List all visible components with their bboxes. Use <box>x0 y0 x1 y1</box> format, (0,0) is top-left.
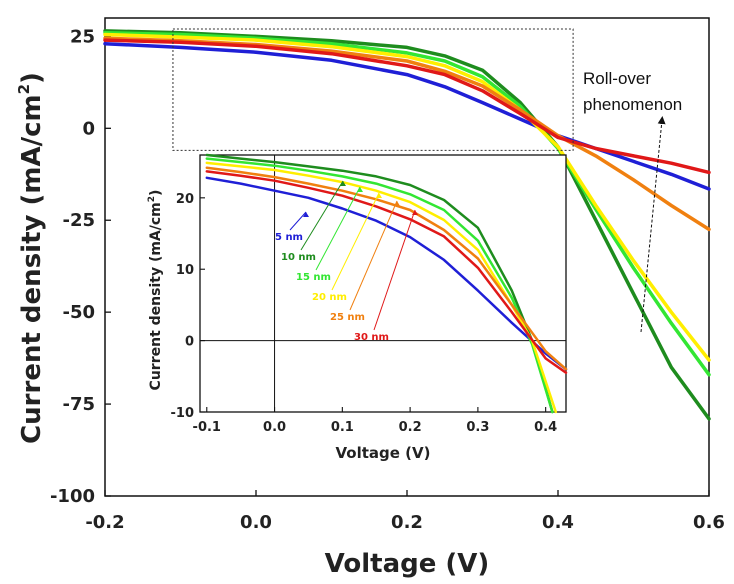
inset-series-line-5nm <box>205 176 568 371</box>
rollover-annotation-line2: phenomenon <box>583 95 682 114</box>
main-x-tick-label-2: 0.2 <box>391 512 423 533</box>
inset-label-pointer-20nm <box>331 192 380 291</box>
main-x-tick-label-4: 0.6 <box>693 512 725 533</box>
inset-x-tick-label-4: 0.3 <box>466 420 489 435</box>
inset-label-arrowhead-20nm <box>376 193 382 198</box>
inset-y-tick-label-1: 10 <box>176 263 194 278</box>
inset-series-line-25nm <box>205 166 568 371</box>
main-y-axis-title: Current density (mA/cm2) <box>15 72 47 444</box>
main-y-tick-label-1: 0 <box>82 118 95 139</box>
inset-series-label-5nm: 5 nm <box>275 232 303 243</box>
inset-series-label-25nm: 25 nm <box>330 312 365 323</box>
main-series-line-5nm <box>103 41 711 191</box>
inset-series-line-15nm <box>205 157 554 414</box>
rollover-annotation-line1: Roll-over <box>583 69 651 88</box>
main-x-tick-label-0: -0.2 <box>85 512 124 533</box>
inset-label-pointer-25nm <box>349 200 398 311</box>
inset-series-label-15nm: 15 nm <box>296 272 331 283</box>
main-y-tick-label-4: -75 <box>62 394 95 415</box>
inset-x-axis-title: Voltage (V) <box>336 444 431 462</box>
inset-y-tick-label-0: 20 <box>176 192 194 207</box>
inset-x-tick-label-0: -0.1 <box>193 420 221 435</box>
inset-label-arrowhead-15nm <box>357 187 363 192</box>
inset-label-arrowhead-10nm <box>340 181 346 186</box>
main-y-tick-label-5: -100 <box>50 486 95 507</box>
main-series-line-30nm <box>103 38 711 175</box>
inset-y-axis-title: Current density (mA/cm2) <box>147 190 164 391</box>
inset-label-pointer-30nm <box>373 209 416 331</box>
inset-y-tick-label-3: -10 <box>171 406 195 421</box>
inset-label-pointer-5nm <box>289 211 307 231</box>
inset-x-tick-label-3: 0.2 <box>399 420 422 435</box>
inset-series-label-20nm: 20 nm <box>312 292 347 303</box>
zoom-region-box <box>172 28 574 151</box>
main-y-axis-title-close: ) <box>17 72 47 84</box>
main-series-line-15nm <box>103 30 711 377</box>
main-y-axis-title-text: Current density (mA/cm <box>17 94 47 444</box>
inset-label-arrowhead-30nm <box>412 210 418 215</box>
inset-x-tick-label-5: 0.4 <box>534 420 557 435</box>
main-series-line-25nm <box>103 36 711 232</box>
main-x-axis-title: Voltage (V) <box>325 549 490 579</box>
main-series-line-10nm <box>103 29 711 421</box>
main-y-tick-label-3: -50 <box>62 302 95 323</box>
inset-y-axis-title-close: ) <box>148 190 164 196</box>
inset-label-pointer-10nm <box>300 180 344 251</box>
main-x-tick-label-1: 0.0 <box>240 512 272 533</box>
main-y-axis-title-sup: 2 <box>15 84 33 94</box>
inset-label-pointer-15nm <box>315 186 361 271</box>
inset-y-tick-label-2: 0 <box>185 335 194 350</box>
main-x-tick-label-3: 0.4 <box>542 512 574 533</box>
inset-series-line-30nm <box>205 170 568 374</box>
inset-label-arrowhead-25nm <box>394 201 400 206</box>
inset-series-line-10nm <box>205 153 554 414</box>
inset-series-label-30nm: 30 nm <box>354 332 389 343</box>
inset-series-label-10nm: 10 nm <box>281 252 316 263</box>
main-series-line-20nm <box>103 32 711 362</box>
inset-x-tick-label-1: 0.0 <box>263 420 286 435</box>
inset-label-arrowhead-5nm <box>303 212 309 217</box>
inset-x-tick-label-2: 0.1 <box>331 420 354 435</box>
rollover-arrow <box>640 116 666 333</box>
inset-plot-frame <box>199 154 567 413</box>
main-y-tick-label-2: -25 <box>62 210 95 231</box>
main-y-tick-label-0: 25 <box>70 26 95 47</box>
inset-y-axis-title-text: Current density (mA/cm <box>148 202 164 390</box>
inset-y-axis-title-sup: 2 <box>147 196 157 202</box>
